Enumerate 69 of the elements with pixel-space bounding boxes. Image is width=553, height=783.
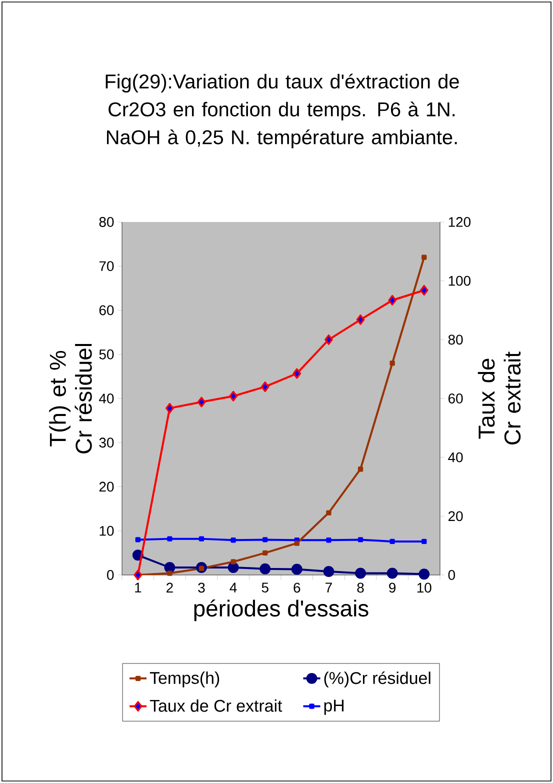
chart-title: Fig(29):Variation du taux d'éxtraction de Cr2O3 en fonction du temps. P6 à 1N. NaOH à 0,25 N. température ambiante. (106, 74, 459, 148)
point (230, 559, 236, 564)
point (228, 562, 239, 573)
x-tick-label: 6 (294, 582, 300, 593)
y2-tick-label: 20 (448, 511, 463, 522)
point (422, 254, 427, 260)
y2-axis-title: Taux de Cr extrait (478, 352, 521, 444)
point (260, 563, 271, 574)
point (326, 538, 332, 543)
point (291, 564, 302, 575)
legend-label: Temps(h) (150, 672, 220, 688)
point (324, 334, 333, 345)
point (356, 314, 365, 325)
point (420, 284, 428, 296)
point (292, 368, 302, 379)
y-tick-label: 30 (99, 438, 114, 448)
y2-tick-label: 40 (448, 452, 463, 462)
x-tick-label: 9 (389, 582, 396, 593)
y-axis-title: T(h) et % Cr résiduel (49, 344, 92, 454)
point (134, 570, 142, 580)
point (164, 562, 176, 573)
point (358, 466, 364, 472)
y-tick-label: 10 (100, 526, 114, 536)
y-tick-label: 50 (99, 349, 114, 360)
point (167, 570, 172, 576)
point (260, 381, 270, 392)
point (262, 550, 268, 556)
point (294, 540, 300, 546)
x-tick-label: 3 (198, 582, 205, 593)
point (358, 537, 364, 542)
x-axis-title: périodes d'essais (194, 599, 368, 622)
point (135, 537, 140, 542)
point (386, 568, 398, 579)
legend-label: Taux de Cr extrait (150, 699, 282, 712)
point (326, 510, 332, 516)
legend-label: (%)Cr résiduel (324, 671, 430, 688)
y2-tick-label: 60 (448, 394, 463, 404)
y2-tick-label: 100 (448, 276, 471, 286)
point (422, 538, 427, 544)
y-tick-label: 0 (107, 570, 114, 580)
point (262, 537, 268, 542)
point (198, 536, 204, 542)
point (355, 568, 366, 579)
point (323, 566, 334, 577)
y2-tick-label: 120 (448, 217, 471, 227)
y-tick-label: 70 (99, 261, 114, 272)
x-tick-label: 4 (230, 582, 237, 592)
x-tick-label: 5 (262, 582, 268, 593)
point (197, 396, 206, 408)
legend-label: pH (324, 700, 344, 715)
point (230, 538, 236, 543)
x-tick-label: 10 (417, 582, 432, 593)
point (388, 294, 396, 306)
y2-tick-label: 0 (448, 570, 456, 580)
x-tick-label: 8 (357, 582, 364, 593)
point (390, 360, 395, 366)
point (418, 568, 430, 580)
x-tick-label: 7 (326, 582, 332, 592)
point (229, 390, 238, 402)
y-tick-label: 20 (99, 482, 114, 492)
y-tick-label: 40 (99, 394, 114, 404)
y-tick-label: 60 (99, 305, 114, 316)
y-tick-label: 80 (99, 217, 114, 227)
point (390, 538, 395, 544)
point (166, 402, 174, 414)
x-tick-label: 2 (166, 582, 173, 593)
y2-tick-label: 80 (448, 334, 463, 345)
point (167, 536, 172, 542)
x-tick-label: 1 (135, 582, 142, 592)
